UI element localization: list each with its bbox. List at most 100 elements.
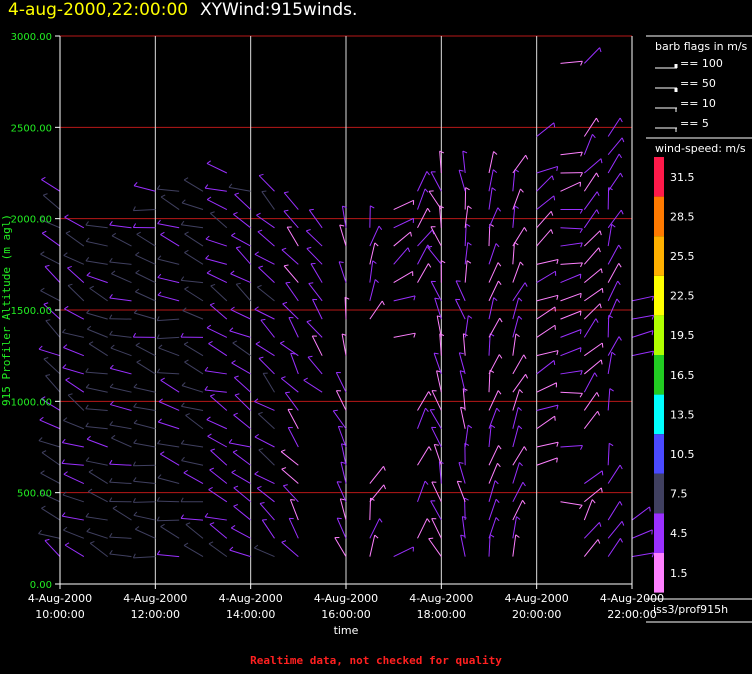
wind-barb: [459, 370, 466, 393]
wind-barb: [460, 534, 466, 557]
barb-flag: [41, 176, 46, 180]
barb-flag: [495, 517, 500, 522]
barb-shaft: [181, 443, 204, 448]
barb-shaft: [135, 291, 156, 302]
barb-flag: [596, 209, 600, 214]
wind-barb: [428, 537, 442, 557]
speed-color-swatch: [654, 394, 664, 435]
barb-flag: [281, 247, 287, 251]
speed-bin-label: 16.5: [670, 369, 695, 382]
barb-shaft: [607, 263, 620, 283]
barb-flag: [85, 237, 90, 242]
barb-flag: [43, 302, 49, 305]
barb-flag: [132, 332, 137, 338]
wind-barb: [339, 224, 347, 247]
barb-shaft: [204, 187, 227, 192]
wind-barb: [488, 480, 499, 502]
barb-flag: [41, 396, 46, 400]
barb-shaft: [260, 319, 275, 338]
barb-shaft: [462, 151, 466, 174]
barb-flag: [133, 403, 137, 408]
barb-flag: [258, 411, 263, 415]
wind-barb: [488, 207, 502, 229]
wind-barb: [110, 344, 132, 357]
wind-barb: [488, 462, 501, 484]
barb-shaft: [512, 425, 520, 448]
barb-shaft: [289, 499, 299, 521]
barb-shaft: [64, 544, 85, 558]
wind-barb: [282, 484, 299, 503]
y-tick-label: 2500.00: [11, 123, 52, 134]
wind-barb: [284, 391, 299, 411]
wind-barb: [393, 546, 414, 558]
wind-barb: [584, 342, 604, 357]
barb-shaft: [417, 263, 429, 283]
barb-flag: [290, 352, 296, 355]
wind-barb: [417, 188, 429, 210]
barb-flag: [460, 406, 466, 410]
barb-flag: [132, 461, 136, 466]
barb-shaft: [464, 425, 469, 448]
barb-shaft: [258, 267, 275, 283]
barb-flag: [184, 231, 189, 235]
wind-barb: [43, 357, 61, 375]
barb-shaft: [288, 518, 299, 539]
barb-shaft: [583, 117, 597, 137]
wind-barb: [136, 359, 156, 375]
barb-shaft: [181, 202, 204, 211]
barb-shaft: [40, 398, 61, 411]
wind-barb: [180, 276, 204, 284]
barb-shaft: [85, 408, 108, 411]
barb-shaft: [38, 348, 61, 357]
wind-barb: [64, 542, 85, 558]
wind-barb: [67, 393, 85, 411]
barb-shaft: [607, 280, 619, 302]
barb-shaft: [157, 372, 180, 375]
barb-shaft: [232, 451, 251, 466]
wind-barb: [109, 364, 132, 375]
barb-flag: [135, 342, 140, 346]
wind-barb: [560, 227, 583, 233]
barb-flag: [209, 302, 215, 306]
barb-shaft: [39, 492, 61, 503]
wind-barb: [65, 230, 85, 247]
barb-shaft: [158, 401, 180, 411]
barb-shaft: [393, 271, 413, 284]
wind-barb: [536, 404, 559, 411]
barb-shaft: [583, 247, 600, 265]
barb-shaft: [560, 445, 583, 448]
wind-barb: [369, 279, 379, 301]
barb-flag: [109, 497, 113, 502]
wind-barb-layer: [38, 47, 655, 559]
barb-flag: [514, 205, 519, 209]
wind-barb: [417, 263, 432, 283]
wind-barb: [336, 517, 347, 539]
barb-flag: [183, 341, 189, 345]
barb-shaft: [67, 267, 85, 283]
barb-shaft: [369, 535, 376, 557]
wind-barb: [109, 330, 132, 338]
wind-barb: [607, 280, 621, 302]
wind-barb: [85, 512, 108, 521]
barb-shaft: [512, 462, 520, 484]
x-tick-label-time: 20:00:00: [512, 608, 561, 621]
wind-barb: [156, 516, 180, 522]
speed-bin-label: 7.5: [670, 488, 688, 501]
wind-barb: [631, 295, 654, 302]
wind-barb: [235, 282, 252, 302]
barb-shaft: [427, 246, 442, 265]
barb-flag: [133, 439, 137, 444]
wind-barb: [45, 319, 61, 338]
barb-flag: [259, 502, 265, 504]
barb-shaft: [512, 169, 516, 192]
barb-shaft: [584, 158, 602, 174]
barb-flag: [258, 448, 264, 451]
barb-shaft: [308, 209, 323, 229]
wind-barb: [428, 190, 442, 210]
wind-barb: [536, 441, 559, 448]
x-tick-label-time: 10:00:00: [35, 608, 84, 621]
barb-shaft: [584, 342, 603, 357]
wind-barb: [464, 424, 473, 448]
barb-shaft: [63, 347, 85, 357]
